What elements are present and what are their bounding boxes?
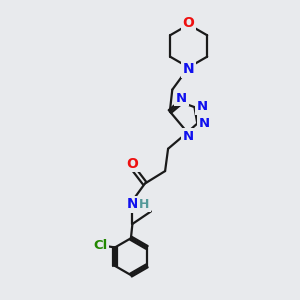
Text: N: N xyxy=(127,197,138,212)
Text: O: O xyxy=(183,16,195,30)
Text: H: H xyxy=(139,198,149,211)
Text: O: O xyxy=(127,157,138,171)
Text: N: N xyxy=(197,100,208,113)
Text: N: N xyxy=(182,130,194,143)
Text: N: N xyxy=(199,117,210,130)
Text: N: N xyxy=(183,62,194,76)
Text: N: N xyxy=(176,92,187,104)
Text: Cl: Cl xyxy=(93,239,107,253)
